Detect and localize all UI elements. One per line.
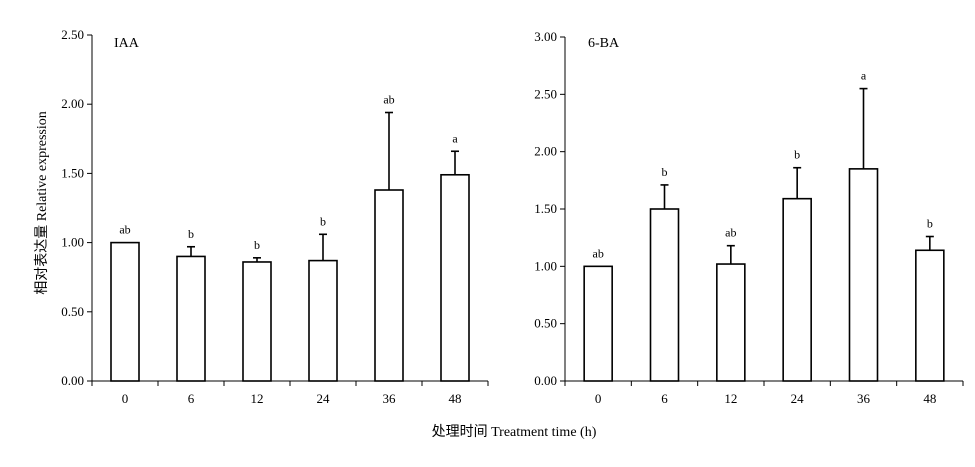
panel1-significance-label: ab [383, 93, 394, 107]
panel1-x-tick-label: 0 [122, 391, 129, 406]
panel1-title: IAA [114, 36, 140, 51]
x-axis-label: 处理时间 Treatment time (h) [432, 424, 597, 440]
panel2-title: 6-BA [588, 36, 620, 51]
panel1-y-tick-label: 1.50 [61, 165, 84, 180]
panel1-x-tick-label: 36 [383, 391, 397, 406]
panel2-bar-6 [649, 208, 680, 382]
panel1-bar-36 [374, 189, 404, 382]
panel1-y-tick-label: 1.00 [61, 235, 84, 250]
panel1-x-tick-label: 48 [449, 391, 462, 406]
panel2-significance-label: ab [593, 246, 604, 260]
panel2-y-tick-label: 0.50 [534, 316, 557, 331]
panel1-y-tick-label: 2.50 [61, 27, 84, 42]
panel2-y-tick-label: 1.50 [534, 201, 557, 216]
panel2-significance-label: a [861, 69, 867, 83]
panel1-bar-24 [308, 259, 338, 382]
panel2-significance-label: b [662, 165, 668, 179]
panel2-bar-36 [848, 168, 879, 382]
panel1-bar-48 [440, 173, 470, 382]
panel1-bar-0 [110, 241, 140, 382]
panel2-x-tick-label: 24 [791, 391, 805, 406]
panel2-significance-label: b [927, 217, 933, 231]
panel1-significance-label: b [254, 238, 260, 252]
panel1-y-tick-label: 0.50 [61, 304, 84, 319]
panel1-significance-label: b [320, 214, 326, 228]
panel1-significance-label: a [452, 131, 458, 145]
panel2-y-tick-label: 0.00 [534, 373, 557, 388]
panel1-significance-label: ab [119, 223, 130, 237]
y-axis-label: 相对表达量 Relative expression [34, 111, 50, 295]
panel2-x-tick-label: 0 [595, 391, 602, 406]
panel2-x-tick-label: 6 [661, 391, 668, 406]
panel2-significance-label: ab [725, 226, 736, 240]
panel1-significance-label: b [188, 227, 194, 241]
panel2-y-tick-label: 2.50 [534, 86, 557, 101]
panel1-x-tick-label: 24 [317, 391, 331, 406]
panel2-bar-12 [716, 263, 746, 382]
panel1-bar-12 [242, 261, 272, 382]
panel2-y-tick-label: 3.00 [534, 29, 557, 44]
panel2-significance-label: b [794, 148, 800, 162]
panel1-y-tick-label: 2.00 [61, 96, 84, 111]
panel2-bar-48 [915, 249, 945, 382]
panel2-y-tick-label: 2.00 [534, 144, 557, 159]
panel1-y-tick-label: 0.00 [61, 373, 84, 388]
panel2-x-tick-label: 36 [857, 391, 871, 406]
panel2-bar-24 [782, 197, 812, 382]
panel2-y-tick-label: 1.00 [534, 258, 557, 273]
panel2-x-tick-label: 12 [724, 391, 737, 406]
panel2-bar-0 [583, 265, 613, 382]
panel1-x-tick-label: 6 [188, 391, 195, 406]
panel1-x-tick-label: 12 [251, 391, 264, 406]
panel2-x-tick-label: 48 [923, 391, 936, 406]
panel1-bar-6 [176, 255, 206, 382]
